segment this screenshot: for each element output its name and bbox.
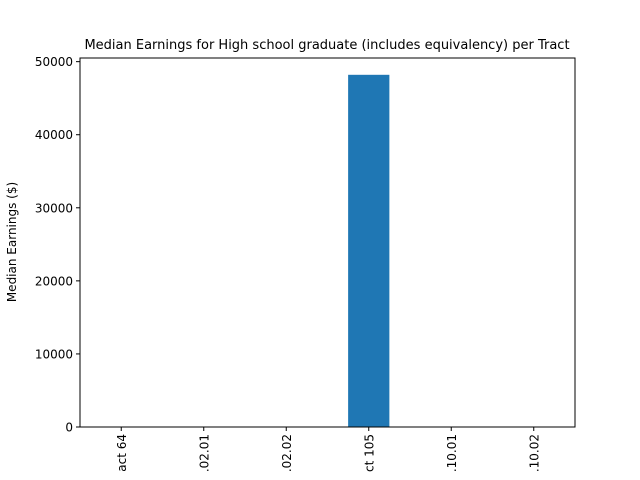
plot-frame — [79, 57, 576, 428]
x-tick-label: act 64 — [115, 434, 129, 472]
x-tick-label: .10.02 — [527, 434, 541, 472]
y-tick-label: 40000 — [35, 128, 73, 142]
x-tick-label: .02.02 — [280, 434, 294, 472]
x-tick-label: ct 105 — [362, 434, 376, 472]
x-tick-label: .02.01 — [197, 434, 211, 472]
y-tick-label: 30000 — [35, 201, 73, 215]
y-tick-label: 20000 — [35, 274, 73, 288]
y-tick-label: 0 — [65, 421, 73, 435]
y-tick-label: 10000 — [35, 347, 73, 361]
chart-title: Median Earnings for High school graduate… — [84, 38, 569, 53]
y-tick-label: 50000 — [35, 55, 73, 69]
x-tick-label: .10.01 — [445, 434, 459, 472]
y-axis-label: Median Earnings ($) — [5, 182, 19, 302]
bar — [348, 74, 390, 427]
